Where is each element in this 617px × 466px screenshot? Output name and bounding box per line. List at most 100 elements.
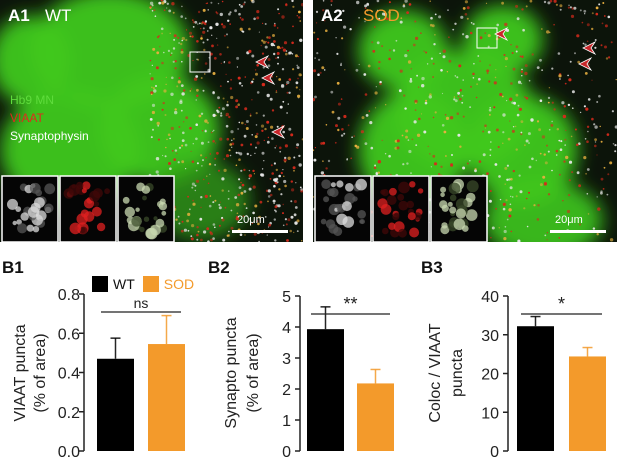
punctum <box>313 149 315 152</box>
punctum <box>234 196 238 199</box>
punctum <box>300 3 303 7</box>
punctum <box>166 7 168 9</box>
punctum <box>563 160 566 163</box>
punctum <box>163 89 167 93</box>
punctum <box>325 167 328 170</box>
punctum <box>558 139 561 142</box>
bar-sod <box>148 344 185 451</box>
punctum <box>484 127 486 129</box>
punctum <box>263 139 265 142</box>
punctum <box>250 154 252 157</box>
punctum <box>358 63 360 66</box>
punctum <box>221 218 225 222</box>
punctum <box>371 41 374 44</box>
punctum <box>340 64 342 66</box>
punctum <box>323 16 327 20</box>
punctum <box>200 35 203 37</box>
punctum <box>477 55 480 57</box>
punctum <box>210 238 213 242</box>
punctum <box>262 114 265 117</box>
inset-punctum <box>92 206 102 217</box>
inset-punctum <box>20 212 29 221</box>
punctum <box>378 60 381 64</box>
punctum <box>509 186 513 190</box>
punctum <box>170 92 174 97</box>
inset-punctum <box>32 226 40 233</box>
punctum <box>172 60 175 63</box>
punctum <box>229 23 231 25</box>
punctum <box>290 200 293 203</box>
punctum <box>408 3 412 6</box>
punctum <box>174 67 177 70</box>
punctum <box>152 87 155 90</box>
punctum <box>163 51 165 54</box>
motoneuron-cell <box>100 75 220 185</box>
punctum <box>190 150 192 152</box>
inset-punctum <box>27 206 40 218</box>
punctum <box>209 173 211 175</box>
punctum <box>506 164 509 167</box>
punctum <box>556 128 559 131</box>
punctum <box>517 239 521 242</box>
punctum <box>577 60 581 64</box>
punctum <box>457 95 460 98</box>
punctum <box>210 1 213 4</box>
inset-punctum <box>7 198 18 210</box>
punctum <box>178 42 181 44</box>
punctum <box>178 77 181 79</box>
punctum <box>568 179 571 182</box>
punctum <box>181 160 185 164</box>
scale-bar <box>550 230 606 233</box>
punctum <box>251 54 255 58</box>
punctum <box>610 41 613 44</box>
punctum <box>598 3 601 6</box>
punctum <box>505 65 507 68</box>
punctum <box>299 20 302 22</box>
punctum <box>182 131 185 135</box>
punctum <box>508 208 512 212</box>
punctum <box>274 22 276 25</box>
punctum <box>358 16 360 19</box>
punctum <box>218 224 221 227</box>
punctum <box>178 222 181 225</box>
punctum <box>228 230 230 233</box>
punctum <box>426 63 429 65</box>
punctum <box>154 15 157 17</box>
punctum <box>581 21 584 24</box>
punctum <box>277 56 280 59</box>
punctum <box>282 100 285 103</box>
inset-punctum <box>68 184 80 196</box>
punctum <box>503 229 507 234</box>
inset-punctum <box>453 218 466 231</box>
inset-punctum <box>388 222 396 230</box>
inset-punctum <box>44 203 54 213</box>
punctum <box>173 158 177 162</box>
punctum <box>161 108 164 111</box>
inset-punctum <box>440 186 447 193</box>
punctum <box>162 154 164 157</box>
punctum <box>340 134 344 137</box>
punctum <box>415 36 419 41</box>
punctum <box>524 144 526 147</box>
punctum <box>602 188 605 190</box>
punctum <box>557 52 561 55</box>
punctum <box>212 237 215 240</box>
punctum <box>521 75 523 77</box>
punctum <box>487 45 490 48</box>
punctum <box>369 121 373 125</box>
punctum <box>243 168 246 172</box>
punctum <box>276 52 280 55</box>
punctum <box>405 129 409 133</box>
punctum <box>379 80 382 84</box>
punctum <box>502 113 506 117</box>
punctum <box>267 200 269 203</box>
punctum <box>282 169 284 171</box>
punctum <box>169 137 171 140</box>
punctum <box>275 57 277 59</box>
arrow-marker <box>578 56 593 72</box>
punctum <box>204 73 206 75</box>
punctum <box>149 73 151 75</box>
punctum <box>406 11 409 15</box>
punctum <box>402 163 405 166</box>
punctum <box>526 197 528 200</box>
